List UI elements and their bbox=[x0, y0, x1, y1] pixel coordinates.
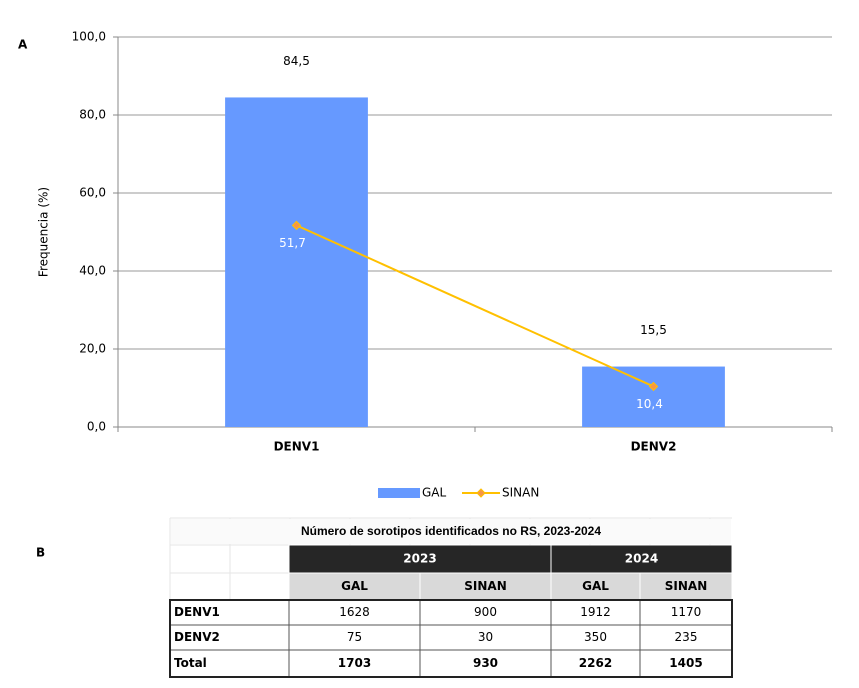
column-header-cell bbox=[639, 572, 733, 601]
cell-value: 2262 bbox=[579, 656, 612, 670]
year-header-cell bbox=[550, 544, 733, 574]
cell-value: 1628 bbox=[339, 605, 370, 619]
cell-value: 75 bbox=[347, 630, 362, 644]
table-cell bbox=[419, 599, 552, 626]
y-tick-label: 40,0 bbox=[79, 264, 106, 278]
cell-value: 235 bbox=[675, 630, 698, 644]
year-header: 2024 bbox=[625, 552, 658, 566]
table-cell bbox=[169, 624, 290, 651]
panel-label: B bbox=[36, 546, 45, 560]
line-marker bbox=[648, 381, 659, 392]
x-tick-label: DENV1 bbox=[274, 440, 320, 454]
column-header: GAL bbox=[341, 579, 368, 593]
table-cell bbox=[550, 599, 641, 626]
bar-value-label: 15,5 bbox=[640, 323, 667, 337]
line-value-label: 10,4 bbox=[636, 397, 663, 411]
cell-value: 1703 bbox=[338, 656, 371, 670]
table-cell bbox=[169, 649, 290, 678]
row-label: DENV1 bbox=[174, 605, 220, 619]
table-cell bbox=[288, 624, 421, 651]
table-cell bbox=[639, 649, 733, 678]
row-label: DENV2 bbox=[174, 630, 220, 644]
bar bbox=[582, 366, 725, 427]
cell-value: 350 bbox=[584, 630, 607, 644]
y-tick-label: 60,0 bbox=[79, 186, 106, 200]
bar bbox=[225, 97, 368, 427]
y-axis-title: Frequencia (%) bbox=[37, 187, 51, 277]
x-tick-label: DENV2 bbox=[631, 440, 677, 454]
column-header-cell bbox=[419, 572, 552, 601]
year-header: 2023 bbox=[403, 552, 436, 566]
legend-label: SINAN bbox=[502, 486, 539, 500]
legend-symbol bbox=[476, 488, 486, 498]
line bbox=[296, 224, 654, 388]
legend-symbol bbox=[378, 488, 420, 498]
y-tick-label: 100,0 bbox=[72, 30, 106, 44]
row-label: Total bbox=[174, 656, 207, 670]
table-cell bbox=[288, 649, 421, 678]
legend-label: GAL bbox=[422, 486, 447, 500]
table-cell bbox=[288, 599, 421, 626]
bar-value-label: 84,5 bbox=[283, 54, 310, 68]
cell-value: 1912 bbox=[580, 605, 611, 619]
y-tick-label: 0,0 bbox=[87, 420, 106, 434]
panel-label: A bbox=[18, 38, 28, 52]
column-header: GAL bbox=[582, 579, 609, 593]
column-header: SINAN bbox=[464, 579, 506, 593]
y-tick-label: 20,0 bbox=[79, 342, 106, 356]
line-value-label: 51,7 bbox=[279, 236, 306, 250]
table-cell bbox=[639, 599, 733, 626]
line-marker bbox=[291, 220, 302, 231]
cell-value: 900 bbox=[474, 605, 497, 619]
column-header: SINAN bbox=[665, 579, 707, 593]
cell-value: 1405 bbox=[669, 656, 702, 670]
y-tick-label: 80,0 bbox=[79, 108, 106, 122]
table-outline bbox=[169, 599, 733, 678]
cell-value: 1170 bbox=[671, 605, 702, 619]
table-cell bbox=[419, 649, 552, 678]
cell-value: 30 bbox=[478, 630, 493, 644]
table-title-bg bbox=[171, 519, 731, 544]
cell-value: 930 bbox=[473, 656, 498, 670]
table-title: Número de sorotipos identificados no RS,… bbox=[301, 524, 601, 538]
